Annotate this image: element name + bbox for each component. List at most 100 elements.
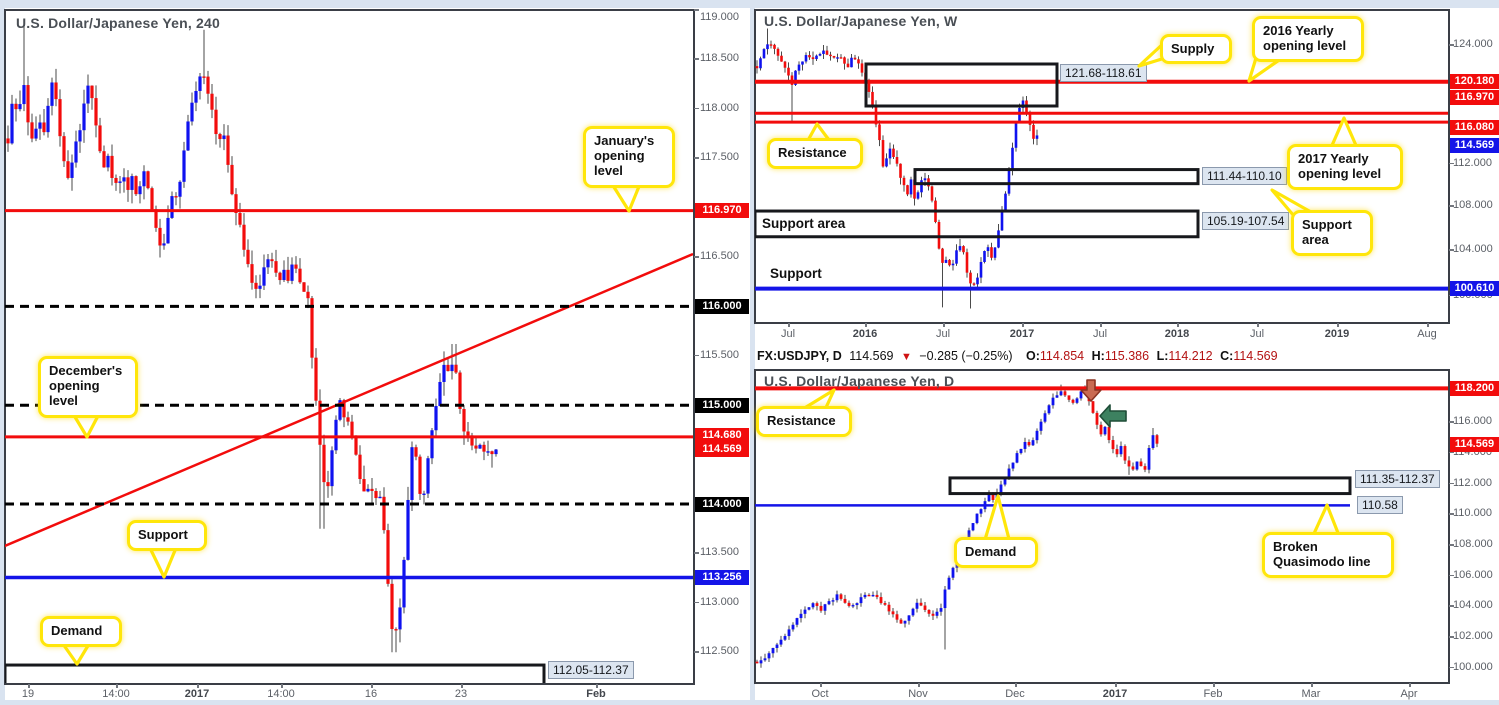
- price-marker-120.180: 120.180: [1450, 74, 1499, 90]
- x-tick-23: 23: [454, 688, 468, 700]
- trendline[interactable]: [5, 252, 693, 548]
- x-tick-dash: [371, 684, 373, 688]
- x-tick-Oct: Oct: [811, 688, 829, 700]
- annotation-december-opening-level[interactable]: December's opening level: [38, 356, 138, 418]
- x-tick-dash: [197, 684, 199, 688]
- x-tick-dash: [281, 684, 283, 688]
- x-tick-2019: 2019: [1324, 328, 1350, 340]
- price-marker-114.680: 114.680: [695, 427, 749, 443]
- annotation-line: Resistance: [778, 145, 847, 160]
- annotation-line: Broken: [1273, 539, 1318, 554]
- x-tick-Nov: Nov: [908, 688, 928, 700]
- annotation-yearly-2017-opening-level[interactable]: 2017 Yearly opening level: [1287, 144, 1403, 190]
- entry-arrow-left[interactable]: [1099, 404, 1127, 428]
- annotation-line: December's: [49, 363, 123, 378]
- y-tick-dash: [694, 552, 699, 554]
- x-tick-19: 19: [21, 688, 35, 700]
- candlestick-series-w: [755, 28, 1039, 309]
- annotation-supply[interactable]: Supply: [1160, 34, 1232, 64]
- annotation-resistance[interactable]: Resistance: [767, 138, 863, 169]
- candlestick-series-h4: [6, 19, 498, 653]
- chart-plot-weekly[interactable]: [754, 9, 1450, 324]
- y-tick-dash: [1449, 421, 1454, 423]
- support-area-text: Support area: [762, 216, 846, 231]
- x-tick-Jul: Jul: [780, 328, 796, 340]
- x-tick-Jul: Jul: [1092, 328, 1108, 340]
- annotation-line: level: [594, 163, 623, 178]
- annotation-january-opening-level[interactable]: January's opening level: [583, 126, 675, 188]
- zone-box[interactable]: [864, 62, 1059, 108]
- annotation-line: opening level: [1263, 38, 1347, 53]
- zone-box[interactable]: [755, 209, 1200, 239]
- x-tick-Aug: Aug: [1417, 328, 1437, 340]
- y-tick-102.000: 102.000: [1453, 630, 1493, 643]
- zone-range-label[interactable]: 121.68-118.61: [1060, 64, 1147, 82]
- chart-plot-h4[interactable]: [4, 9, 695, 685]
- chart-canvas-d[interactable]: [755, 370, 1448, 682]
- y-tick-115.500: 115.500: [700, 348, 739, 361]
- x-tick-dash: [596, 684, 598, 688]
- x-tick-dash: [1409, 683, 1411, 687]
- sell-arrow-down[interactable]: [1080, 379, 1102, 402]
- quasimodo-level-label[interactable]: 110.58: [1357, 496, 1403, 514]
- y-tick-dash: [1449, 636, 1454, 638]
- price-marker-116.970: 116.970: [1450, 89, 1499, 105]
- y-tick-dash: [1449, 513, 1454, 515]
- annotation-line: opening: [594, 148, 645, 163]
- x-tick-Jul: Jul: [1249, 328, 1265, 340]
- zone-box[interactable]: [913, 168, 1200, 186]
- chart-canvas-h4[interactable]: [5, 10, 693, 683]
- zone-box[interactable]: [5, 663, 546, 683]
- x-tick-16: 16: [364, 688, 378, 700]
- x-tick-dash: [1022, 323, 1024, 327]
- x-tick-Feb: Feb: [586, 688, 606, 700]
- annotation-broken-quasimodo-line[interactable]: Broken Quasimodo line: [1262, 532, 1394, 578]
- y-tick-119.000: 119.000: [700, 11, 739, 23]
- y-tick-104.000: 104.000: [1453, 243, 1493, 255]
- y-tick-dash: [694, 354, 699, 357]
- price-marker-114.569: 114.569: [1450, 436, 1499, 452]
- close-label: C:: [1220, 349, 1234, 363]
- y-tick-dash: [1449, 605, 1454, 607]
- zone-range-label[interactable]: 111.44-110.10: [1202, 167, 1287, 185]
- zone-range-label[interactable]: 105.19-107.54: [1202, 212, 1290, 230]
- annotation-demand[interactable]: Demand: [954, 537, 1038, 568]
- y-tick-118.000: 118.000: [700, 101, 739, 114]
- y-tick-dash: [1449, 44, 1454, 46]
- y-tick-118.500: 118.500: [700, 52, 739, 65]
- y-tick-dash: [1449, 249, 1454, 251]
- y-tick-dash: [1449, 666, 1454, 669]
- x-tick-Jul: Jul: [935, 328, 951, 340]
- x-tick-dash: [865, 323, 867, 327]
- price-marker-116.970: 116.970: [695, 203, 749, 219]
- chart-plot-daily[interactable]: [754, 369, 1450, 684]
- annotation-line: opening: [49, 378, 100, 393]
- y-tick-dash: [1449, 205, 1454, 207]
- y-tick-dash: [1449, 482, 1454, 485]
- x-tick-Apr: Apr: [1400, 688, 1418, 700]
- annotation-line: Supply: [1171, 41, 1215, 56]
- y-tick-dash: [694, 58, 699, 60]
- y-tick-116.000: 116.000: [1453, 415, 1492, 428]
- annotation-yearly-2016-opening-level[interactable]: 2016 Yearly opening level: [1252, 16, 1364, 62]
- price-marker-114.000: 114.000: [695, 496, 749, 512]
- annotation-resistance[interactable]: Resistance: [756, 406, 852, 437]
- y-tick-108.000: 108.000: [1453, 538, 1493, 550]
- y-tick-dash: [694, 157, 699, 159]
- annotation-support-area[interactable]: Support area: [1291, 210, 1373, 256]
- annotation-demand[interactable]: Demand: [40, 616, 122, 647]
- x-tick-dash: [788, 323, 790, 327]
- x-tick-Feb: Feb: [1203, 688, 1223, 700]
- x-tick-dash: [1213, 683, 1215, 687]
- price-marker-115.000: 115.000: [695, 397, 749, 413]
- chart-canvas-w[interactable]: [755, 10, 1448, 322]
- x-tick-14:00: 14:00: [102, 688, 130, 700]
- y-tick-113.000: 113.000: [700, 595, 739, 608]
- zone-box[interactable]: [948, 476, 1352, 496]
- y-tick-112.000: 112.000: [1453, 476, 1492, 489]
- zone-range-label[interactable]: 112.05-112.37: [548, 661, 634, 679]
- annotation-support[interactable]: Support: [127, 520, 207, 551]
- zone-range-label[interactable]: 111.35-112.37: [1355, 470, 1440, 488]
- symbol-info-bar[interactable]: FX:USDJPY, D 114.569 ▼ −0.285 (−0.25%) O…: [757, 346, 1282, 366]
